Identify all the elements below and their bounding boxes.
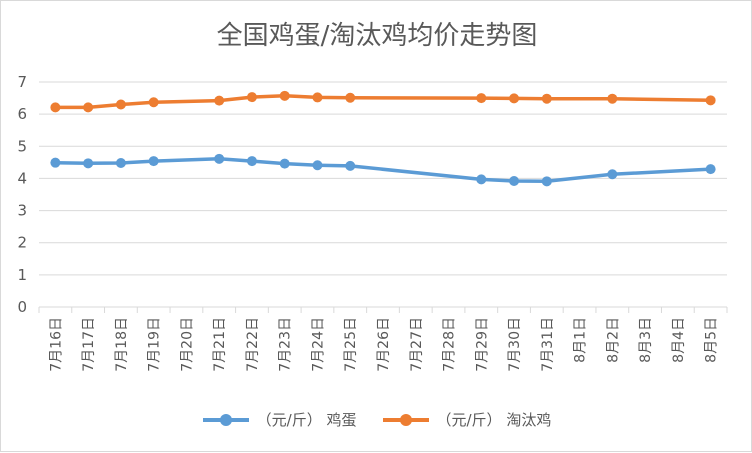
legend-marker [219,413,232,426]
data-point [50,102,61,113]
data-point [246,156,257,167]
y-tick-label: 1 [17,266,27,284]
x-tick-label: 7月26日 [376,317,392,372]
x-tick-label: 7月16日 [48,317,64,372]
data-point [312,160,323,171]
data-point [246,92,257,103]
data-point [705,164,716,175]
y-tick-label: 4 [17,169,27,187]
data-point [83,158,94,169]
data-point [607,93,618,104]
x-tick-label: 7月17日 [81,317,97,372]
legend-label: （元/斤） 淘汰鸡 [436,411,552,429]
x-tick-label: 7月29日 [474,317,490,372]
data-point [115,158,126,168]
data-point [541,176,552,187]
x-tick-label: 7月22日 [245,317,261,372]
data-point [148,156,159,167]
legend: （元/斤） 鸡蛋 （元/斤） 淘汰鸡 [1,409,752,430]
data-point [705,95,716,106]
x-tick-label: 8月4日 [671,317,687,363]
data-point [214,153,225,164]
x-tick-label: 7月28日 [442,317,458,372]
x-tick-label: 7月24日 [310,317,326,372]
legend-marker [399,413,412,426]
x-tick-label: 7月19日 [147,317,163,372]
data-point [476,93,487,104]
x-tick-label: 7月30日 [507,317,523,372]
data-point [214,95,225,106]
y-tick-label: 7 [17,73,27,91]
x-tick-label: 8月1日 [573,317,589,363]
data-point [148,97,159,108]
y-tick-label: 0 [17,298,27,316]
legend-item-1: （元/斤） 鸡蛋 [202,409,357,430]
x-tick-label: 7月20日 [179,317,195,372]
data-point [509,93,520,104]
x-tick-label: 7月25日 [343,317,359,372]
x-tick-label: 7月18日 [114,317,130,372]
legend-swatch [382,413,429,427]
data-point [345,92,356,103]
data-point [345,160,356,171]
x-tick-label: 7月27日 [409,317,425,372]
legend-item-2: （元/斤） 淘汰鸡 [382,409,552,430]
data-point [279,90,290,101]
x-tick-label: 8月5日 [704,317,720,363]
legend-swatch [202,413,249,427]
x-tick-label: 8月2日 [605,317,621,363]
data-point [50,157,61,168]
y-tick-label: 2 [17,234,27,252]
series-line-1 [53,157,713,184]
data-point [115,99,126,110]
y-tick-label: 6 [17,105,27,123]
chart-title: 全国鸡蛋/淘汰鸡均价走势图 [216,21,538,51]
data-point [476,174,487,185]
x-tick-label: 7月21日 [212,317,228,372]
data-point [83,102,94,113]
legend-label: （元/斤） 鸡蛋 [256,411,357,429]
data-point [312,92,323,103]
y-tick-label: 3 [17,202,27,220]
x-tick-label: 7月31日 [540,317,556,372]
data-point [607,169,618,180]
y-tick-label: 5 [17,137,27,155]
series-line-2 [53,94,713,110]
data-point [509,176,520,186]
data-point [541,93,552,104]
x-tick-label: 7月23日 [278,317,294,372]
data-point [279,158,290,169]
x-tick-label: 8月3日 [638,317,654,363]
